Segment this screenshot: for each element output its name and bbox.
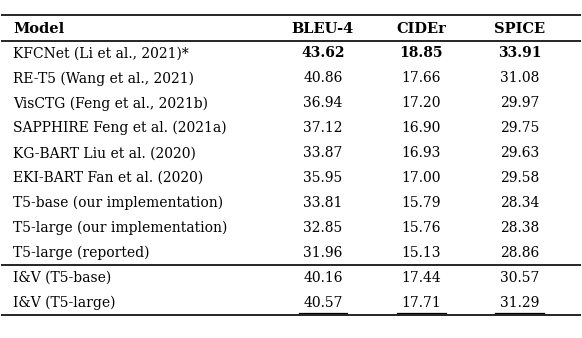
Text: I&V (T5-large): I&V (T5-large) [13,296,115,310]
Text: 15.79: 15.79 [402,196,441,210]
Text: 31.08: 31.08 [500,71,540,86]
Text: CIDEr: CIDEr [396,22,446,35]
Text: Model: Model [13,22,64,35]
Text: 43.62: 43.62 [301,46,345,61]
Text: 28.38: 28.38 [500,221,540,235]
Text: VisCTG (Feng et al., 2021b): VisCTG (Feng et al., 2021b) [13,96,208,111]
Text: 29.63: 29.63 [500,146,540,160]
Text: 17.44: 17.44 [402,271,441,285]
Text: 17.20: 17.20 [402,96,441,110]
Text: KFCNet (Li et al., 2021)*: KFCNet (Li et al., 2021)* [13,46,189,61]
Text: 29.97: 29.97 [500,96,540,110]
Text: RE-T5 (Wang et al., 2021): RE-T5 (Wang et al., 2021) [13,71,194,86]
Text: 40.86: 40.86 [303,71,343,86]
Text: 33.81: 33.81 [303,196,343,210]
Text: T5-large (our implementation): T5-large (our implementation) [13,221,228,235]
Text: 33.87: 33.87 [303,146,343,160]
Text: 30.57: 30.57 [500,271,540,285]
Text: 29.75: 29.75 [500,121,540,135]
Text: I&V (T5-base): I&V (T5-base) [13,271,111,285]
Text: 16.93: 16.93 [402,146,441,160]
Text: 37.12: 37.12 [303,121,343,135]
Text: SPICE: SPICE [494,22,545,35]
Text: 40.57: 40.57 [303,296,343,310]
Text: T5-large (reported): T5-large (reported) [13,246,150,260]
Text: 29.58: 29.58 [500,171,540,185]
Text: 36.94: 36.94 [303,96,343,110]
Text: 15.13: 15.13 [402,246,441,260]
Text: 31.29: 31.29 [500,296,540,310]
Text: BLEU-4: BLEU-4 [292,22,354,35]
Text: 31.96: 31.96 [303,246,343,260]
Text: 17.00: 17.00 [402,171,441,185]
Text: SAPPHIRE Feng et al. (2021a): SAPPHIRE Feng et al. (2021a) [13,121,226,136]
Text: T5-base (our implementation): T5-base (our implementation) [13,196,223,210]
Text: 33.91: 33.91 [498,46,541,61]
Text: EKI-BART Fan et al. (2020): EKI-BART Fan et al. (2020) [13,171,203,185]
Text: 28.86: 28.86 [500,246,540,260]
Text: KG-BART Liu et al. (2020): KG-BART Liu et al. (2020) [13,146,196,160]
Text: 40.16: 40.16 [303,271,343,285]
Text: 16.90: 16.90 [402,121,441,135]
Text: 35.95: 35.95 [303,171,342,185]
Text: 28.34: 28.34 [500,196,540,210]
Text: 17.71: 17.71 [402,296,441,310]
Text: 17.66: 17.66 [402,71,441,86]
Text: 18.85: 18.85 [400,46,443,61]
Text: 15.76: 15.76 [402,221,441,235]
Text: 32.85: 32.85 [303,221,342,235]
